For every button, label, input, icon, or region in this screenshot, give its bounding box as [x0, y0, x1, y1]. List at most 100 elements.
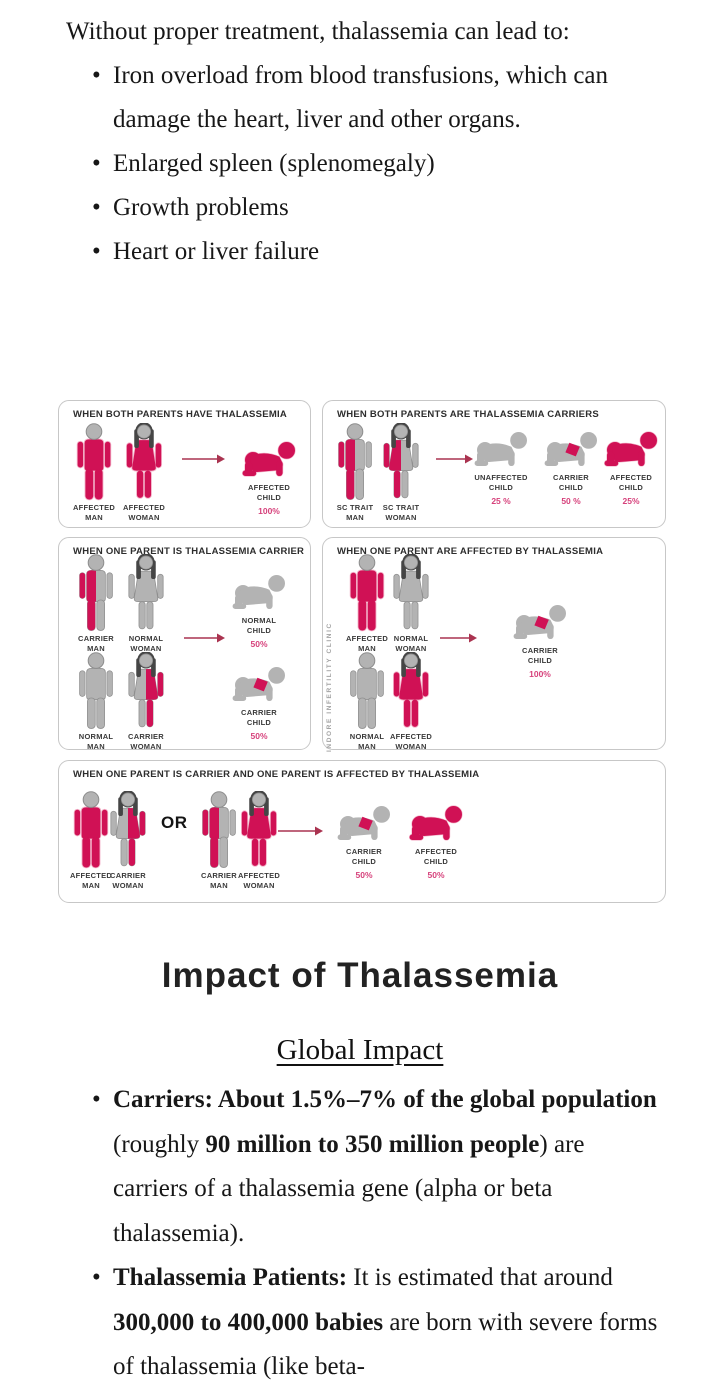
intro-section: Without proper treatment, thalassemia ca… — [66, 10, 658, 274]
text-segment: ) are carriers of a thalassemia gene (al… — [113, 1130, 585, 1247]
figure-percent: 50% — [355, 870, 373, 881]
figure-affected-baby: AFFECTED CHILD 50% — [404, 803, 468, 880]
figure-label: AFFECTED CHILD — [610, 473, 652, 493]
man-pictogram — [79, 554, 113, 631]
figure-normal-woman: NORMAL WOMAN — [114, 554, 178, 654]
baby-pictogram — [604, 431, 658, 467]
figure-label: CARRIER WOMAN — [110, 871, 146, 891]
woman-pictogram — [128, 554, 164, 630]
woman-pictogram — [393, 554, 429, 630]
panel-one-parent-affected: WHEN ONE PARENT ARE AFFECTED BY THALASSE… — [322, 537, 666, 752]
woman-pictogram — [240, 791, 278, 867]
arrow-icon — [277, 825, 323, 837]
impact-subtitle: Global Impact — [0, 1034, 720, 1067]
baby-pictogram — [544, 432, 597, 466]
infographic: WHEN BOTH PARENTS HAVE THALASSEMIA AFFECT… — [55, 398, 667, 906]
figure-half_r-woman: CARRIER WOMAN — [114, 652, 178, 752]
figure-half_l-man: CARRIER MAN — [187, 791, 251, 891]
woman-pictogram — [110, 791, 146, 867]
figure-percent: 50 % — [561, 496, 581, 507]
arrow-icon — [181, 453, 225, 465]
figure-carrier-baby: CARRIER CHILD 100% — [508, 602, 572, 679]
figure-affected-man: AFFECTED MAN — [59, 791, 123, 891]
woman-pictogram — [392, 652, 430, 728]
figure-label: AFFECTED CHILD — [248, 483, 290, 503]
figure-percent: 100% — [529, 669, 551, 680]
panel-both-parents-carriers: WHEN BOTH PARENTS ARE THALASSEMIA CARRIE… — [322, 400, 666, 528]
figure-label: CARRIER MAN — [78, 634, 114, 654]
figure-affected-woman: AFFECTED WOMAN — [112, 423, 176, 523]
figure-label: UNAFFECTED CHILD — [474, 473, 528, 493]
man-pictogram — [76, 423, 112, 501]
figure-label: SC TRAIT MAN — [336, 503, 374, 523]
figure-half_l-man: SC TRAIT MAN — [323, 423, 387, 523]
or-label: OR — [161, 813, 188, 832]
man-pictogram — [79, 652, 113, 729]
figure-normal-baby: NORMAL CHILD 50% — [227, 572, 291, 649]
figure-percent: 50% — [427, 870, 445, 881]
figure-affected-man: AFFECTED MAN — [335, 554, 399, 654]
figure-half_l-man: CARRIER MAN — [64, 554, 128, 654]
figure-carrier-baby: CARRIER CHILD 50% — [332, 803, 396, 880]
figure-carrier-baby: CARRIER CHILD 50 % — [539, 429, 603, 506]
figure-label: AFFECTED MAN — [73, 503, 115, 523]
text-segment: (roughly — [113, 1130, 206, 1158]
impact-title: Impact of Thalassemia — [161, 956, 559, 995]
figure-label: CARRIER MAN — [201, 871, 237, 891]
figure-label: AFFECTED WOMAN — [123, 503, 165, 523]
figure-affected-baby: AFFECTED CHILD 100% — [237, 439, 301, 516]
baby-pictogram — [474, 432, 527, 466]
figure-percent: 100% — [258, 506, 280, 517]
figure-carrier-baby: CARRIER CHILD 50% — [227, 664, 291, 741]
baby-pictogram — [242, 441, 296, 477]
baby-pictogram — [232, 575, 285, 609]
list-item: Heart or liver failure — [66, 230, 658, 274]
baby-pictogram — [337, 806, 390, 840]
panel-both-parents-have-thalassemia: WHEN BOTH PARENTS HAVE THALASSEMIA AFFECT… — [58, 400, 311, 528]
arrow-icon — [183, 632, 225, 644]
figure-label: NORMAL WOMAN — [393, 634, 429, 654]
list-item: Carriers: About 1.5%–7% of the global po… — [66, 1078, 660, 1256]
panel-title: WHEN BOTH PARENTS ARE THALASSEMIA CARRIE… — [337, 409, 599, 420]
arrow-icon — [439, 632, 477, 644]
impact-bullet-list: Carriers: About 1.5%–7% of the global po… — [66, 1078, 660, 1390]
impact-subtitle-text: Global Impact — [276, 1034, 444, 1066]
figure-percent: 50% — [250, 639, 268, 650]
panel-one-parent-carrier: WHEN ONE PARENT IS THALASSEMIA CARRIER CA… — [58, 537, 311, 752]
baby-pictogram — [409, 805, 463, 841]
figure-label: CARRIER CHILD — [346, 847, 382, 867]
figure-label: NORMAL MAN — [78, 732, 114, 752]
woman-pictogram — [383, 423, 419, 499]
list-item: Iron overload from blood transfusions, w… — [66, 54, 658, 142]
figure-percent: 50% — [250, 731, 268, 742]
list-item: Enlarged spleen (splenomegaly) — [66, 142, 658, 186]
figure-normal-baby: UNAFFECTED CHILD 25 % — [469, 429, 533, 506]
figure-label: CARRIER CHILD — [522, 646, 558, 666]
text-segment: Thalassemia Patients: — [113, 1264, 348, 1291]
figure-label: CARRIER CHILD — [553, 473, 589, 493]
figure-label: AFFECTED MAN — [70, 871, 112, 891]
clinic-watermark: INDORE INFERTILITY CLINIC — [326, 622, 333, 752]
panel-carrier-and-affected: WHEN ONE PARENT IS CARRIER AND ONE PAREN… — [58, 760, 666, 903]
figure-affected-baby: AFFECTED CHILD 25% — [599, 429, 663, 506]
intro-bullet-list: Iron overload from blood transfusions, w… — [66, 54, 658, 274]
figure-normal-woman: NORMAL WOMAN — [379, 554, 443, 654]
figure-label: AFFECTED CHILD — [415, 847, 457, 867]
intro-heading: Without proper treatment, thalassemia ca… — [66, 18, 570, 45]
woman-pictogram — [128, 652, 164, 728]
man-pictogram — [73, 791, 109, 869]
text-segment: It is estimated that around — [347, 1264, 613, 1291]
figure-normal-man: NORMAL MAN — [335, 652, 399, 752]
figure-label: NORMAL CHILD — [241, 616, 277, 636]
figure-affected-woman: AFFECTED WOMAN — [227, 791, 291, 891]
woman-pictogram — [125, 423, 163, 499]
figure-label: CARRIER WOMAN — [128, 732, 164, 752]
list-item: Growth problems — [66, 186, 658, 230]
figure-affected-woman: AFFECTED WOMAN — [379, 652, 443, 752]
arrow-icon — [435, 453, 473, 465]
figure-label: NORMAL MAN — [349, 732, 385, 752]
figure-label: SC TRAIT WOMAN — [382, 503, 420, 523]
man-pictogram — [338, 423, 372, 500]
text-segment: Carriers: About 1.5%–7% of the global po… — [113, 1086, 657, 1113]
figure-label: AFFECTED MAN — [346, 634, 388, 654]
